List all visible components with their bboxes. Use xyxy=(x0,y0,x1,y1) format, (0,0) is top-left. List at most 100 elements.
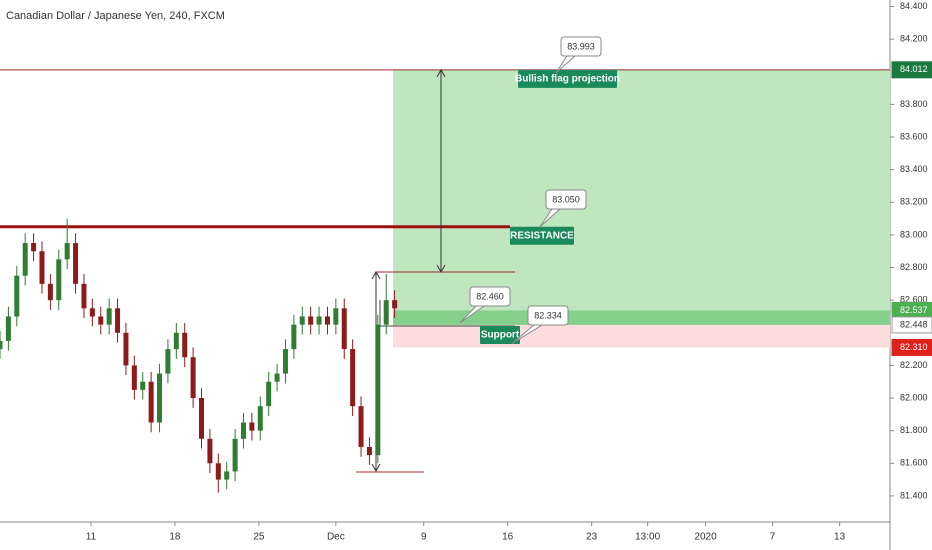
y-tick-label: 84.400 xyxy=(900,1,928,11)
y-tick-label: 81.600 xyxy=(900,458,928,468)
candle-body xyxy=(291,324,297,350)
candle-body xyxy=(115,308,121,333)
candle-body xyxy=(257,406,263,431)
candle-body xyxy=(14,275,20,317)
candle-body xyxy=(299,316,305,325)
callout-box xyxy=(560,36,602,57)
entry-zone xyxy=(393,310,890,325)
annotation-box xyxy=(518,69,617,88)
candle-body xyxy=(182,332,188,358)
y-tick-label: 83.000 xyxy=(900,229,928,239)
candle-body xyxy=(366,446,372,456)
candle-body xyxy=(98,316,104,325)
candle-body xyxy=(341,308,347,350)
annotation-text: Bullish flag projection xyxy=(515,73,620,84)
price-label-box xyxy=(891,316,932,334)
y-tick-label: 83.800 xyxy=(900,99,928,109)
candle-body xyxy=(56,259,62,301)
candle-body xyxy=(173,332,179,350)
candle-body xyxy=(64,243,70,260)
candle-body xyxy=(199,398,205,439)
y-tick-label: 82.000 xyxy=(900,392,928,402)
x-tick-label: 18 xyxy=(169,532,181,543)
price-label: 82.448 xyxy=(900,319,928,329)
candle-body xyxy=(123,332,129,366)
x-tick-label: 7 xyxy=(770,532,776,543)
candle-body xyxy=(274,373,280,382)
candle-body xyxy=(106,308,112,325)
callout-pointer xyxy=(555,55,576,74)
candle-body xyxy=(383,300,389,325)
chart-title: Canadian Dollar / Japanese Yen, 240, FXC… xyxy=(6,10,225,22)
candle-body xyxy=(22,243,28,276)
candle-body xyxy=(324,316,330,325)
x-tick-label: 9 xyxy=(421,532,427,543)
y-tick-label: 83.600 xyxy=(900,131,928,141)
callout-box xyxy=(469,286,511,307)
x-tick-label: 11 xyxy=(86,532,97,543)
x-tick-label: 13 xyxy=(834,532,846,543)
y-tick-label: 83.400 xyxy=(900,164,928,174)
callout-text: 83.050 xyxy=(552,194,580,204)
candle-body xyxy=(190,357,196,399)
price-label-box xyxy=(891,338,932,356)
callout-text: 82.460 xyxy=(476,291,504,301)
target-zone xyxy=(393,69,890,311)
candle-body xyxy=(0,340,3,350)
candle-body xyxy=(249,422,255,431)
candle-body xyxy=(207,438,213,464)
candle-body xyxy=(73,243,79,284)
candle-body xyxy=(240,422,246,439)
candle-body xyxy=(224,471,230,480)
y-tick-label: 84.200 xyxy=(900,34,928,44)
x-tick-label: Dec xyxy=(327,532,345,543)
candle-body xyxy=(266,381,272,407)
candle-body xyxy=(232,438,238,472)
candle-body xyxy=(148,381,154,423)
callout-text: 82.334 xyxy=(534,310,562,320)
stop-zone xyxy=(393,324,890,348)
y-tick-label: 82.800 xyxy=(900,262,928,272)
candle-body xyxy=(81,283,87,309)
annotation-box xyxy=(510,226,574,245)
callout-pointer xyxy=(511,324,543,344)
price-label: 82.537 xyxy=(900,305,928,315)
candle-body xyxy=(350,349,356,407)
candle-body xyxy=(140,381,146,390)
candle-body xyxy=(333,308,339,325)
candle-body xyxy=(31,243,37,252)
annotation-box xyxy=(480,326,520,344)
callout-box xyxy=(545,189,587,210)
x-tick-label: 23 xyxy=(586,532,598,543)
candle-body xyxy=(131,365,137,390)
annotation-text: RESISTANCE xyxy=(510,230,574,241)
price-label: 82.310 xyxy=(900,342,928,352)
x-tick-label: 13:00 xyxy=(635,532,660,543)
candle-body xyxy=(308,316,314,325)
y-tick-label: 82.600 xyxy=(900,295,928,305)
x-tick-label: 16 xyxy=(502,532,514,543)
callout-text: 83.993 xyxy=(567,41,595,51)
candle-body xyxy=(39,251,45,284)
y-tick-label: 81.800 xyxy=(900,425,928,435)
candle-body xyxy=(282,349,288,374)
callout-box xyxy=(527,305,569,326)
candle-body xyxy=(358,406,364,447)
candle-body xyxy=(165,349,171,374)
callout-pointer xyxy=(459,305,485,324)
candle-body xyxy=(375,324,381,456)
price-label: 84.012 xyxy=(900,64,928,74)
candle-body xyxy=(89,308,95,317)
candle-body xyxy=(47,283,53,301)
y-tick-label: 82.200 xyxy=(900,360,928,370)
candle-body xyxy=(392,300,398,309)
callout-pointer xyxy=(539,208,561,228)
x-tick-label: 2020 xyxy=(694,532,717,543)
candle-body xyxy=(5,316,11,341)
candle-body xyxy=(157,373,163,423)
candle-body xyxy=(316,316,322,325)
price-label-box xyxy=(891,61,932,79)
annotation-text: Support xyxy=(481,330,520,341)
y-tick-label: 81.400 xyxy=(900,490,928,500)
